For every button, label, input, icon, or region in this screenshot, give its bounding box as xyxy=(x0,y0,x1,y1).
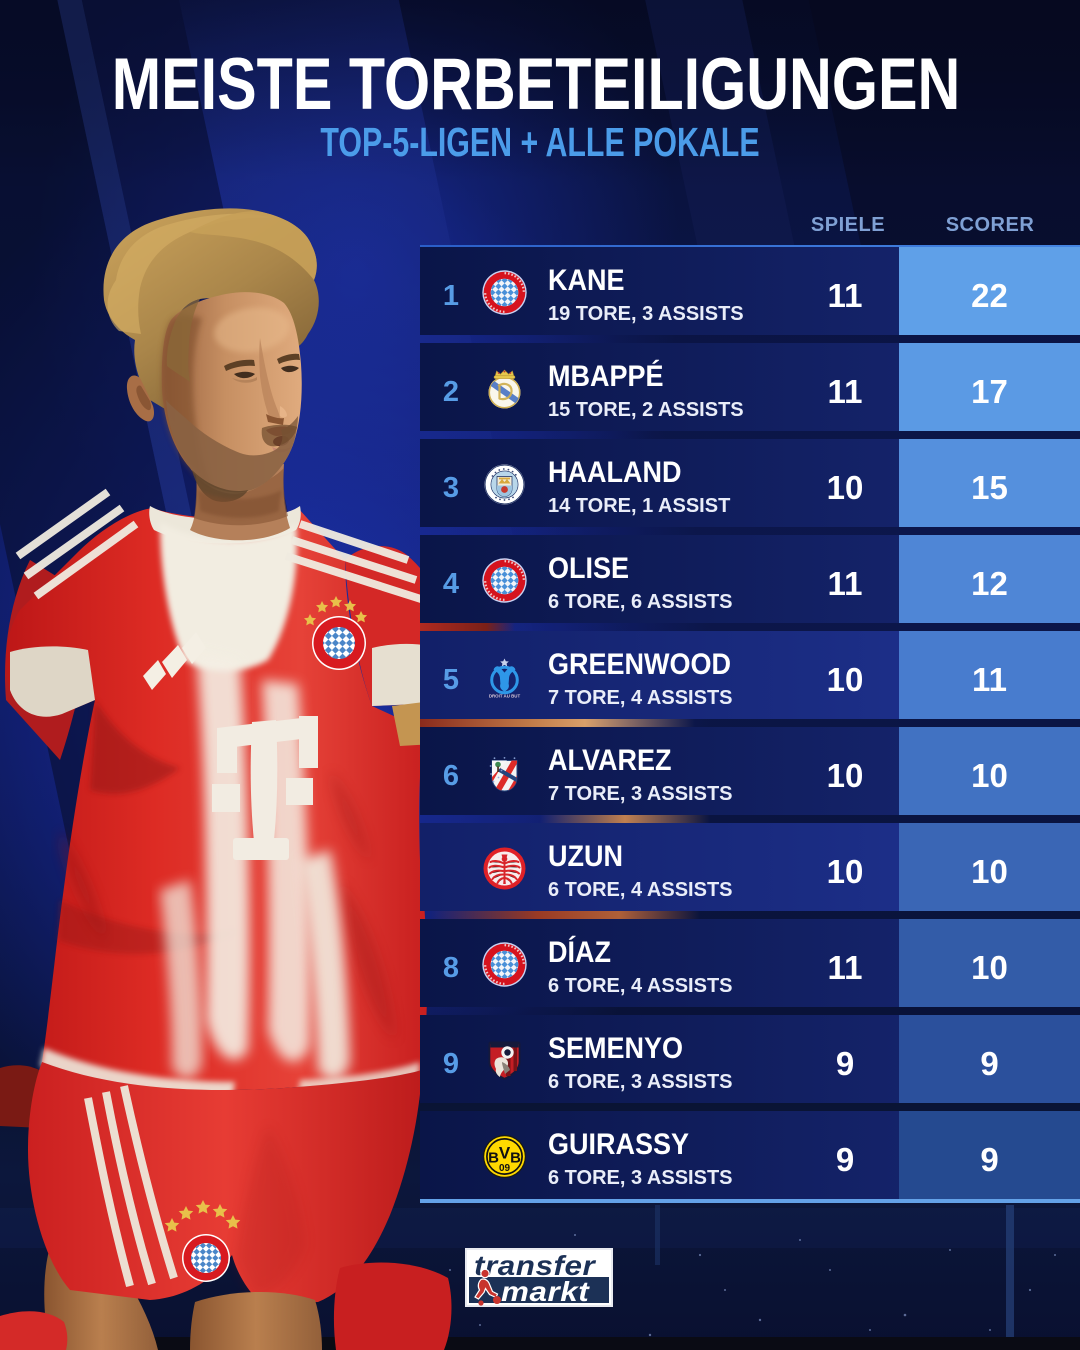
svg-text:V: V xyxy=(499,1144,511,1163)
svg-text:B: B xyxy=(488,1150,499,1167)
svg-text:09: 09 xyxy=(499,1163,511,1174)
svg-text:DROIT AU BUT: DROIT AU BUT xyxy=(489,693,521,698)
svg-text:B: B xyxy=(510,1150,521,1167)
